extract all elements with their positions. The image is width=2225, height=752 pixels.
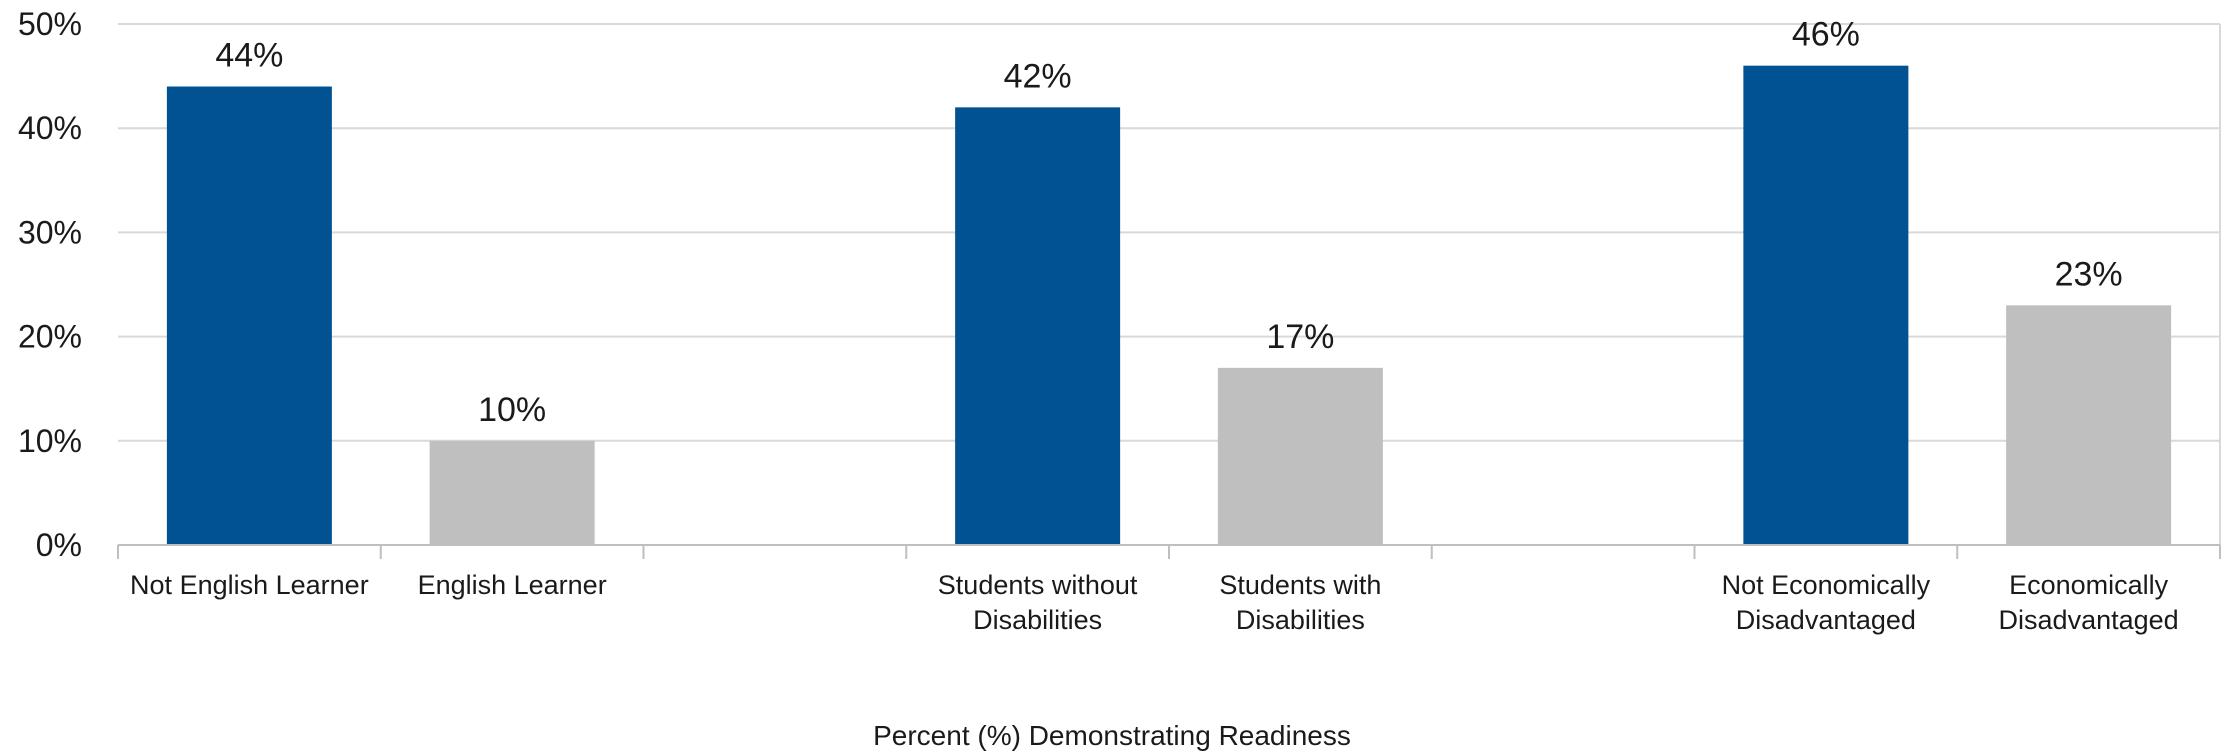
category-label: Not English Learner <box>130 570 369 600</box>
y-tick-label: 40% <box>18 110 82 146</box>
category-label: English Learner <box>418 570 607 600</box>
x-axis <box>117 544 2221 559</box>
bar <box>1743 65 1909 546</box>
category-label: Disabilities <box>973 605 1102 635</box>
y-tick-label: 50% <box>18 6 82 42</box>
y-tick-label: 30% <box>18 214 82 250</box>
y-tick-label: 0% <box>36 527 82 563</box>
category-label: Students with <box>1219 570 1381 600</box>
data-labels: 44% 10% 42% 17% 46% 23% <box>215 16 2122 429</box>
data-label: 42% <box>1004 57 1072 95</box>
data-label: 44% <box>215 37 283 75</box>
data-label: 46% <box>1792 16 1860 54</box>
bar <box>955 107 1121 546</box>
category-label: Economically <box>2009 570 2169 600</box>
data-label: 23% <box>2055 255 2123 293</box>
y-tick-label: 20% <box>18 319 82 355</box>
y-axis-ticks: 0% 10% 20% 30% 40% 50% <box>18 6 82 563</box>
x-axis-title: Percent (%) Demonstrating Readiness <box>873 720 1351 751</box>
data-label: 17% <box>1266 318 1334 356</box>
category-label: Students without <box>938 570 1138 600</box>
category-labels: Not English Learner English Learner Studen… <box>130 570 2179 635</box>
category-label: Disadvantaged <box>1999 605 2179 635</box>
bar <box>1217 367 1383 545</box>
bar <box>2006 305 2172 545</box>
data-label: 10% <box>478 391 546 429</box>
category-label: Disadvantaged <box>1736 605 1916 635</box>
bar <box>166 86 332 546</box>
category-label: Disabilities <box>1236 605 1365 635</box>
bar <box>429 440 595 545</box>
y-tick-label: 10% <box>18 423 82 459</box>
category-label: Not Economically <box>1722 570 1931 600</box>
bars <box>166 65 2172 546</box>
